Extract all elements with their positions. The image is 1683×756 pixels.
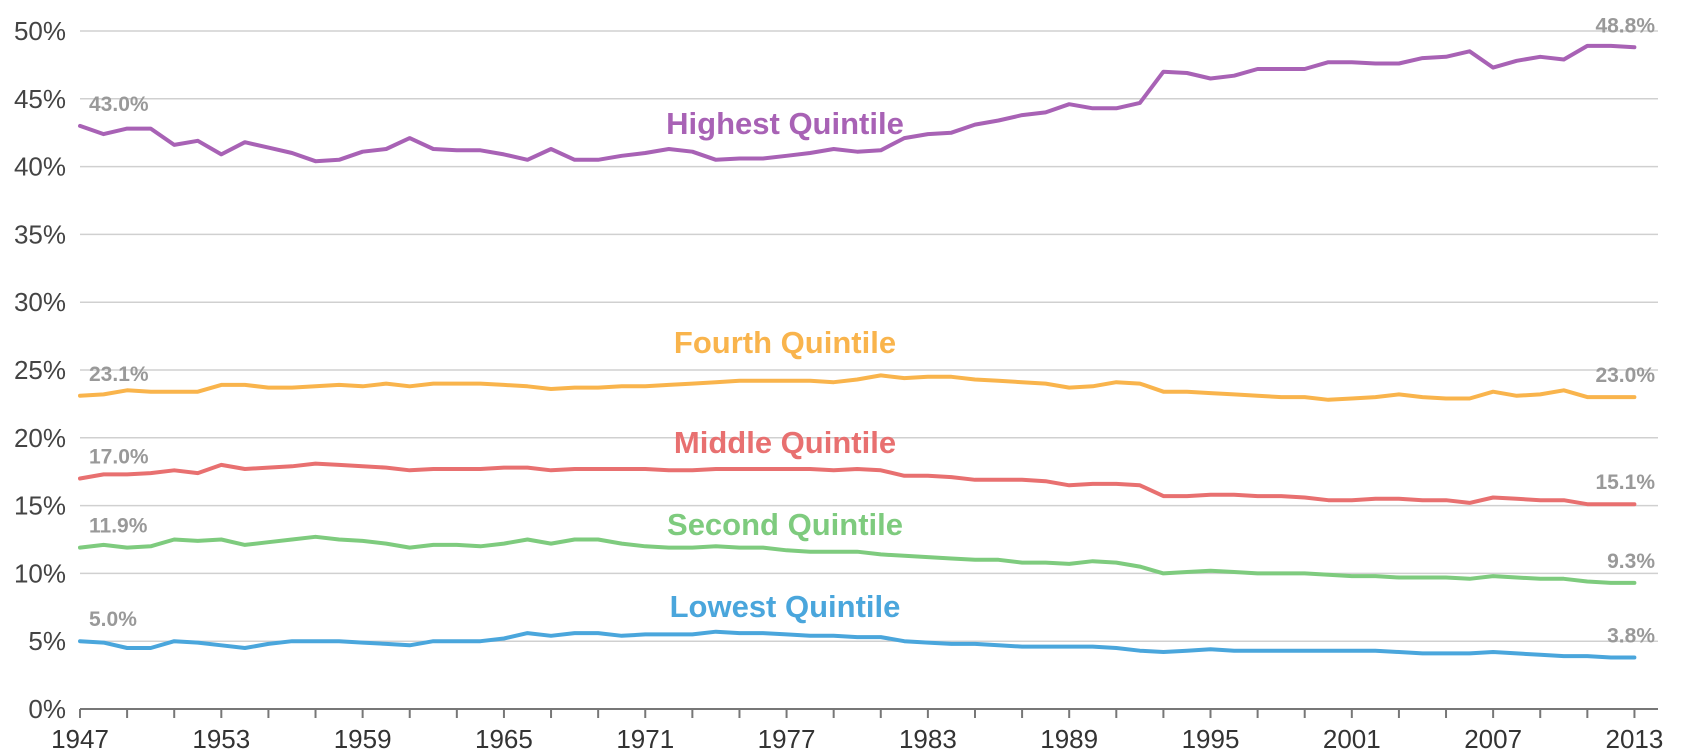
series-line-fourth-quintile: [78, 373, 1637, 402]
series-line-highest-quintile: [78, 43, 1637, 164]
series-label-second: Second Quintile: [667, 507, 903, 542]
gridlines: [80, 30, 1658, 642]
series-label-fourth: Fourth Quintile: [674, 325, 896, 360]
x-tick-label: 1947: [51, 724, 109, 754]
series-label-lowest: Lowest Quintile: [670, 589, 901, 624]
start-value-label: 11.9%: [89, 515, 148, 538]
x-tick-label: 1953: [192, 724, 250, 754]
end-value-label: 15.1%: [1595, 471, 1655, 494]
x-tick-label: 1959: [334, 724, 392, 754]
end-value-label: 9.3%: [1607, 550, 1655, 573]
y-tick-label: 20%: [14, 423, 66, 453]
y-tick-label: 40%: [14, 152, 66, 182]
x-tick-label: 2013: [1606, 724, 1664, 754]
y-axis-tick-labels: 0% 5% 10% 15% 20% 25% 30% 35% 40% 45% 50%: [14, 16, 66, 724]
series-line-second-quintile: [78, 534, 1637, 585]
x-tick-label: 2001: [1323, 724, 1381, 754]
end-value-label: 3.8%: [1607, 624, 1655, 647]
x-tick-label: 1989: [1040, 724, 1098, 754]
y-tick-label: 50%: [14, 16, 66, 46]
start-value-label: 23.1%: [89, 363, 149, 386]
data-labels: 43.0% 48.8% 23.1% 23.0% 17.0% 15.1% 11.9% 9.3% 5…: [89, 14, 1655, 647]
x-tick-label: 1965: [475, 724, 533, 754]
y-tick-label: 30%: [14, 287, 66, 317]
x-tick-label: 1971: [616, 724, 674, 754]
start-value-label: 17.0%: [89, 445, 149, 468]
y-tick-label: 15%: [14, 491, 66, 521]
end-value-label: 48.8%: [1595, 14, 1655, 37]
series-label-highest: Highest Quintile: [666, 106, 904, 141]
y-tick-label: 35%: [14, 219, 66, 249]
x-tick-label: 1995: [1182, 724, 1240, 754]
series-lines: [78, 43, 1637, 660]
y-tick-label: 5%: [28, 626, 66, 656]
series-label-middle: Middle Quintile: [674, 425, 896, 460]
x-tick-label: 2007: [1464, 724, 1522, 754]
y-tick-label: 10%: [14, 558, 66, 588]
y-tick-label: 0%: [28, 694, 66, 724]
start-value-label: 43.0%: [89, 93, 149, 116]
series-line-middle-quintile: [78, 461, 1637, 507]
end-value-label: 23.0%: [1595, 364, 1655, 387]
x-axis-tick-labels: 1947 1953 1959 1965 1971 1977 1983 1989 1995 2001…: [51, 724, 1663, 754]
x-axis: [79, 708, 1658, 718]
start-value-label: 5.0%: [89, 608, 137, 631]
x-tick-label: 1977: [758, 724, 816, 754]
series-line-lowest-quintile: [78, 629, 1637, 660]
y-tick-label: 45%: [14, 84, 66, 114]
y-tick-label: 25%: [14, 355, 66, 385]
x-tick-label: 1983: [899, 724, 957, 754]
